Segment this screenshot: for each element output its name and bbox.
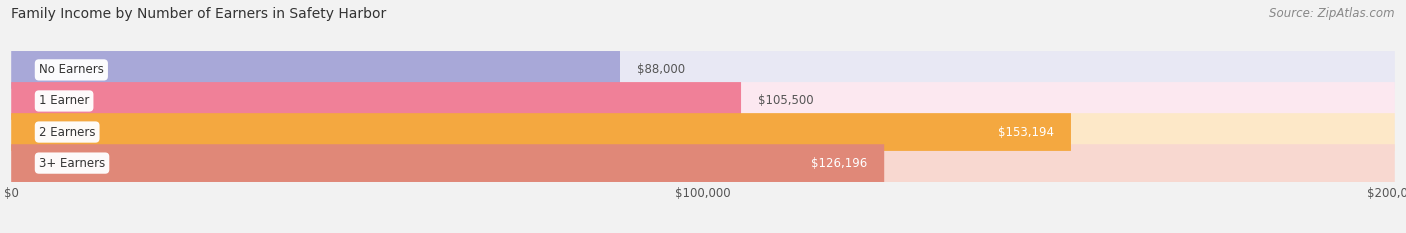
FancyBboxPatch shape <box>11 51 1395 89</box>
Text: $153,194: $153,194 <box>998 126 1053 139</box>
FancyBboxPatch shape <box>11 82 1395 120</box>
Text: Family Income by Number of Earners in Safety Harbor: Family Income by Number of Earners in Sa… <box>11 7 387 21</box>
FancyBboxPatch shape <box>11 113 1071 151</box>
FancyBboxPatch shape <box>11 144 884 182</box>
Text: $88,000: $88,000 <box>637 63 685 76</box>
FancyBboxPatch shape <box>11 51 620 89</box>
Text: 3+ Earners: 3+ Earners <box>39 157 105 170</box>
Text: Source: ZipAtlas.com: Source: ZipAtlas.com <box>1270 7 1395 20</box>
FancyBboxPatch shape <box>11 82 741 120</box>
Text: 2 Earners: 2 Earners <box>39 126 96 139</box>
FancyBboxPatch shape <box>11 113 1395 151</box>
Text: $105,500: $105,500 <box>758 94 814 107</box>
Text: No Earners: No Earners <box>39 63 104 76</box>
Text: 1 Earner: 1 Earner <box>39 94 90 107</box>
Text: $126,196: $126,196 <box>811 157 868 170</box>
FancyBboxPatch shape <box>11 144 1395 182</box>
